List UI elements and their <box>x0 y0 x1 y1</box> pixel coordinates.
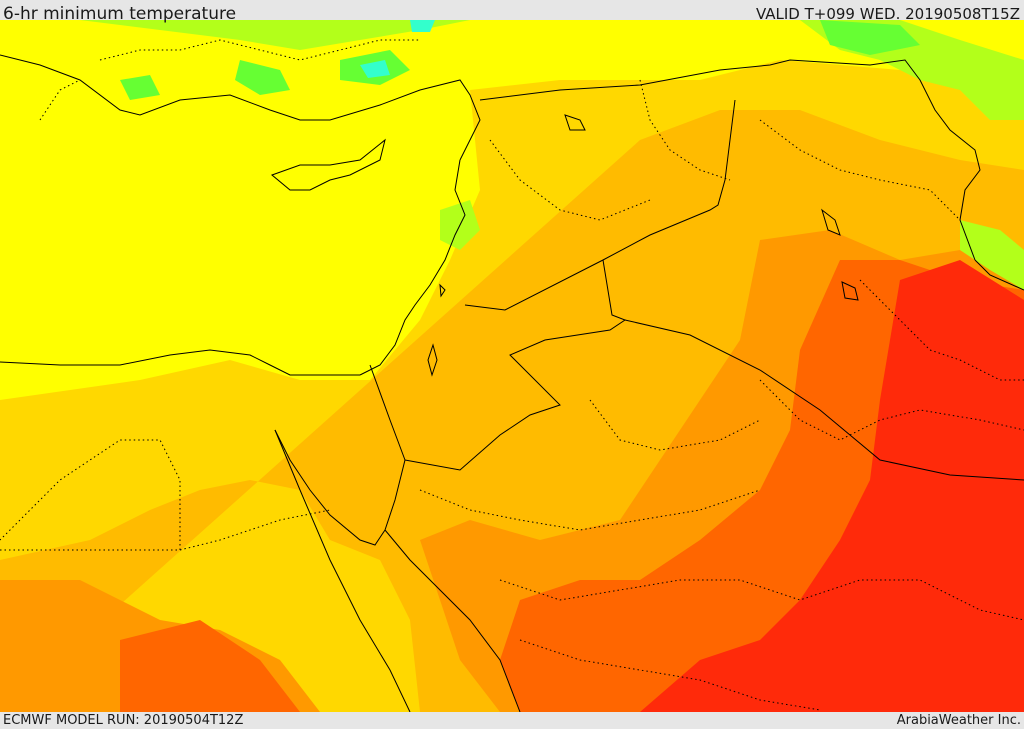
credit-label: ArabiaWeather Inc. <box>896 713 1021 728</box>
temperature-map[interactable] <box>0 20 1024 712</box>
map-title: 6-hr minimum temperature <box>3 4 237 24</box>
field-band-red <box>640 260 1024 712</box>
map-svg <box>0 20 1024 712</box>
province-borders <box>0 39 1024 711</box>
field-band-green-core <box>120 20 920 100</box>
model-run-label: ECMWF MODEL RUN: 20190504T12Z <box>3 713 244 728</box>
field-band-green-north <box>80 20 1024 290</box>
field-band-cyan <box>360 20 435 78</box>
field-band-red-orange <box>120 260 1024 712</box>
country-borders <box>369 59 1024 481</box>
header-bar: 6-hr minimum temperature VALID T+099 WED… <box>0 0 1024 24</box>
footer-bar: ECMWF MODEL RUN: 20190504T12Z ArabiaWeat… <box>0 712 1024 729</box>
valid-time-label: VALID T+099 WED. 20190508T15Z <box>755 5 1020 23</box>
coastlines <box>0 54 1024 712</box>
